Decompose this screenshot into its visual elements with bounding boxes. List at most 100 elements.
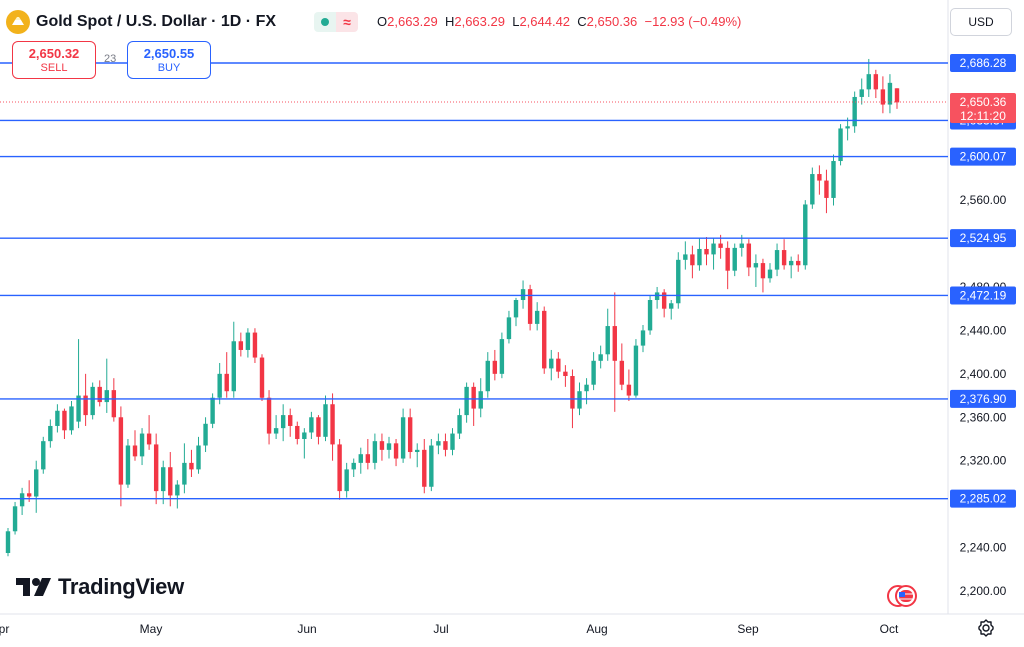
buy-button[interactable]: 2,650.55 BUY [127, 41, 211, 79]
candle [457, 408, 462, 439]
x-axis-ticks: Apr May Jun Jul Aug Sep Oct [0, 622, 899, 636]
settings-gear-icon[interactable] [976, 618, 996, 638]
candle [647, 295, 653, 335]
candle [704, 237, 709, 266]
candle [527, 284, 533, 331]
candle [817, 165, 822, 195]
sell-label: SELL [40, 62, 68, 74]
candle [386, 436, 392, 459]
candle [788, 256, 794, 279]
candle [34, 460, 39, 513]
candle [619, 343, 625, 391]
candle [245, 328, 251, 358]
x-tick-label: Sep [737, 622, 759, 636]
candle [796, 254, 801, 272]
candle [351, 458, 356, 477]
horizontal-level-label-bg [950, 147, 1016, 166]
buy-price: 2,650.55 [143, 46, 195, 61]
candle [542, 306, 547, 374]
candle [831, 154, 836, 206]
horizontal-level-label: 2,285.02 [960, 492, 1007, 506]
candle [146, 415, 152, 450]
candle [62, 408, 67, 439]
candle [12, 501, 18, 535]
candle [153, 433, 159, 505]
candle [485, 352, 490, 398]
y-tick-label: 2,320.00 [960, 454, 1007, 468]
tradingview-logo[interactable]: TradingView [16, 574, 184, 600]
candle [563, 365, 568, 387]
candle [767, 263, 773, 283]
high-label: H [444, 14, 455, 29]
candle [83, 373, 88, 426]
candle [302, 428, 307, 459]
y-axis-ticks: 2,200.00 2,240.00 2,320.00 2,360.00 2,400.00… [960, 150, 1007, 598]
candle [161, 460, 166, 505]
candles [5, 58, 900, 557]
candle [5, 528, 11, 557]
open-label: O [377, 14, 388, 29]
horizontal-level-label: 2,376.90 [960, 392, 1007, 406]
candle [436, 433, 441, 455]
candle [661, 289, 667, 318]
candle [492, 349, 498, 381]
horizontal-level-label: 2,524.95 [960, 231, 1007, 245]
candle [231, 321, 236, 398]
wave-icon: ≈ [336, 12, 358, 32]
candle [168, 452, 173, 507]
candle [683, 241, 688, 270]
candle [732, 243, 737, 277]
buy-label: BUY [157, 62, 181, 74]
candle [429, 438, 434, 492]
candle [852, 91, 857, 133]
candle [711, 238, 716, 270]
candle [753, 254, 759, 287]
bar-countdown: 12:11:20 [960, 109, 1006, 123]
candle [549, 349, 554, 381]
candle [803, 200, 808, 270]
candle [139, 428, 145, 466]
us-flag-icon[interactable] [886, 584, 918, 608]
candle [450, 428, 455, 456]
candle [810, 167, 815, 209]
candle [873, 69, 879, 99]
y-tick-label: 2,360.00 [960, 410, 1007, 424]
candle [407, 408, 413, 459]
candle [330, 393, 335, 461]
horizontal-level-label-bg [950, 389, 1016, 408]
candle [591, 352, 596, 391]
candle [838, 124, 843, 166]
currency-button[interactable]: USD [950, 8, 1012, 36]
candle [55, 404, 60, 433]
candle [41, 436, 46, 474]
horizontal-level-label-bg [950, 489, 1016, 508]
candle [379, 433, 385, 461]
candle [824, 169, 829, 214]
sell-price: 2,650.32 [28, 46, 80, 61]
candle [104, 358, 109, 413]
candle [309, 411, 314, 439]
low-value: 2,644.42 [519, 14, 571, 29]
candle [894, 88, 900, 109]
candle [415, 443, 420, 468]
candle [633, 339, 639, 398]
market-status-pill[interactable]: ≈ [314, 12, 358, 32]
candle [774, 243, 780, 277]
sell-button[interactable]: 2,650.32 SELL [12, 41, 96, 79]
candle [97, 380, 102, 407]
candle [605, 308, 610, 361]
y-tick-label: 2,560.00 [960, 193, 1007, 207]
candle [520, 280, 526, 309]
candle [372, 433, 378, 470]
last-price-layer: 2,650.36 12:11:20 [0, 93, 1016, 124]
candle [69, 400, 74, 435]
x-tick-label: May [140, 622, 163, 636]
candle [182, 443, 187, 494]
candle [295, 421, 300, 445]
chart-title[interactable]: Gold Spot / U.S. Dollar · 1D · FX [36, 13, 277, 30]
x-tick-label: Apr [0, 622, 9, 636]
candle [273, 415, 279, 439]
candle [358, 447, 363, 474]
